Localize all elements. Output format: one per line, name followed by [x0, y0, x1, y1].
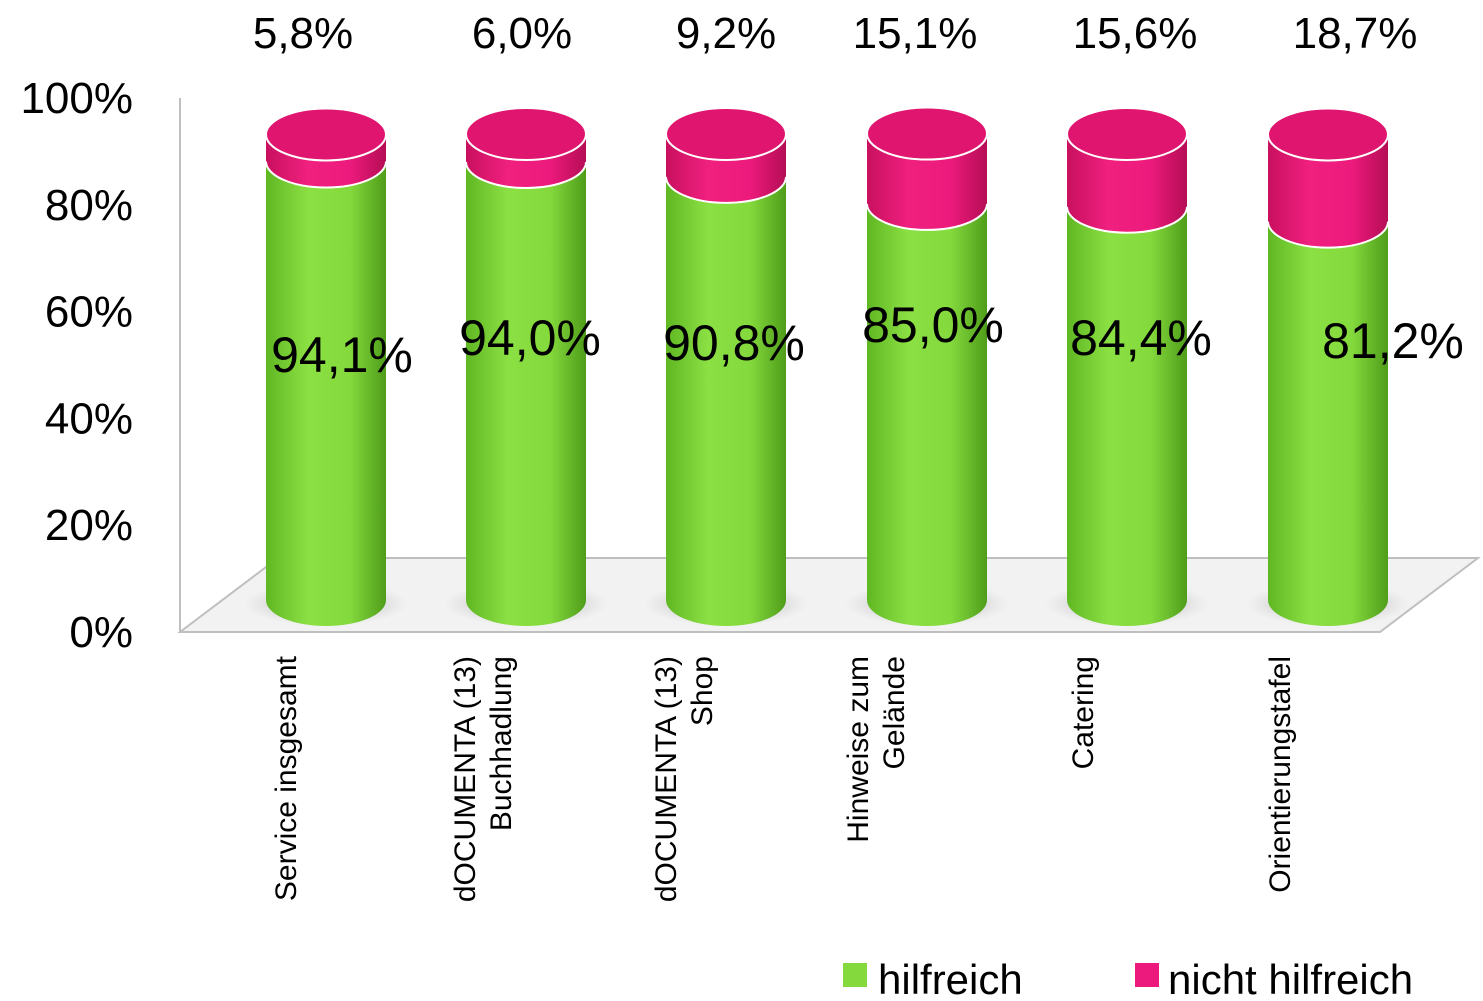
value-labels: 94,1% 5,8% 94,0% 6,0% 90,8% 9,2% 85,0% 15,1% 84,…: [253, 9, 1464, 383]
data-label-nicht-hilfreich: 15,1%: [853, 9, 978, 58]
bar-top-cap: [1066, 107, 1188, 161]
bar-top-cap: [1267, 107, 1389, 162]
category-label: Catering: [1067, 656, 1100, 769]
bar-segment-hilfreich: [266, 161, 386, 626]
legend: hilfreich nicht hilfreich: [843, 956, 1413, 1001]
data-label-hilfreich: 85,0%: [862, 297, 1004, 353]
bar-segment-hilfreich: [867, 203, 987, 626]
legend-swatch-nicht-hilfreich: [1135, 963, 1159, 987]
data-label-nicht-hilfreich: 9,2%: [676, 9, 776, 58]
bar-segment-hilfreich: [1268, 221, 1388, 626]
y-tick-label: 0%: [69, 608, 133, 657]
segment-boundary: [1267, 221, 1389, 249]
bar-segment-hilfreich: [466, 161, 586, 626]
category-label: dOCUMENTA (13): [449, 656, 482, 902]
data-label-hilfreich: 94,0%: [459, 310, 601, 366]
category-label: Hinweise zum: [842, 656, 875, 843]
data-label-hilfreich: 94,1%: [271, 327, 413, 383]
category-label: dOCUMENTA (13): [650, 656, 683, 902]
y-tick-label: 20%: [45, 501, 133, 550]
y-tick-label: 100%: [20, 74, 133, 123]
category-label: Gelände: [878, 656, 911, 769]
bar-group: [244, 106, 1410, 627]
y-axis-ticks: 0% 20% 40% 60% 80% 100%: [20, 74, 133, 657]
bar-segment-hilfreich: [666, 176, 786, 626]
data-label-nicht-hilfreich: 5,8%: [253, 9, 353, 58]
bar-segment-nicht-hilfreich: [1067, 134, 1187, 233]
data-label-nicht-hilfreich: 18,7%: [1293, 9, 1418, 58]
segment-boundary: [866, 203, 988, 231]
bar-top-cap: [866, 106, 988, 161]
bar-segment-nicht-hilfreich: [867, 133, 987, 230]
y-tick-label: 60%: [45, 288, 133, 337]
data-label-hilfreich: 90,8%: [663, 315, 805, 371]
bar-segment-hilfreich: [1067, 206, 1187, 627]
data-label-hilfreich: 81,2%: [1322, 313, 1464, 369]
y-tick-label: 80%: [45, 181, 133, 230]
legend-label-nicht-hilfreich: nicht hilfreich: [1168, 956, 1413, 1001]
bar-top-cap: [265, 107, 387, 162]
bar-segment-nicht-hilfreich: [1268, 134, 1388, 248]
legend-label-hilfreich: hilfreich: [878, 956, 1023, 1001]
segment-boundary: [665, 176, 787, 204]
segment-boundary: [465, 161, 587, 189]
legend-swatch-hilfreich: [843, 963, 867, 987]
bar-top-cap: [665, 107, 787, 161]
category-label: Buchhadlung: [485, 656, 518, 831]
segment-boundary: [1066, 206, 1188, 234]
data-label-hilfreich: 84,4%: [1070, 310, 1212, 366]
data-label-nicht-hilfreich: 15,6%: [1073, 9, 1198, 58]
category-label: Orientierungstafel: [1264, 656, 1297, 893]
segment-boundary: [265, 161, 387, 189]
category-label: Service insgesamt: [270, 655, 303, 901]
bar-top-cap: [465, 107, 587, 161]
category-labels: Service insgesamt dOCUMENTA (13) Buchhadlu…: [270, 655, 1297, 902]
data-label-nicht-hilfreich: 6,0%: [472, 9, 572, 58]
y-tick-label: 40%: [45, 394, 133, 443]
category-label: Shop: [686, 656, 719, 726]
